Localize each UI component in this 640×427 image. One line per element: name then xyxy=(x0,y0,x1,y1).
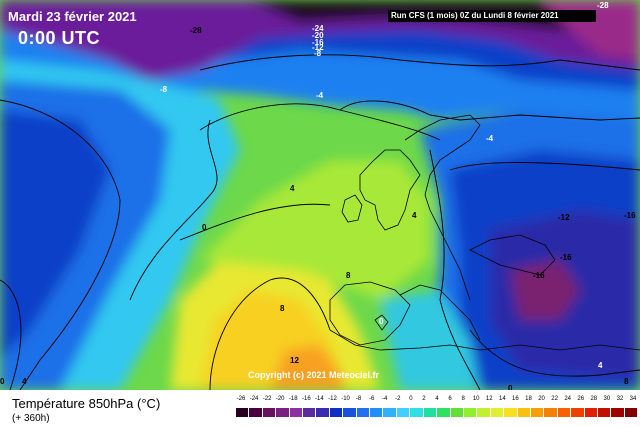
color-scale-tick-label: -20 xyxy=(275,396,285,402)
color-scale-tick-label: -10 xyxy=(341,396,350,402)
color-scale-swatch xyxy=(383,408,397,417)
color-scale-swatch xyxy=(477,408,491,417)
color-scale-bar xyxy=(236,408,639,417)
color-scale-swatch xyxy=(571,408,585,417)
color-scale-tick-label: 0 xyxy=(409,396,413,402)
contour-label: -12 xyxy=(558,213,570,222)
forecast-time: 0:00 UTC xyxy=(18,28,101,48)
color-scale-swatch xyxy=(544,408,558,417)
color-scale-swatch xyxy=(611,408,625,417)
color-scale-tick-label: 20 xyxy=(538,396,545,402)
contour-label: -28 xyxy=(190,26,202,35)
contour-label: 0 xyxy=(508,384,513,391)
color-scale-swatch xyxy=(396,408,411,417)
color-scale-swatch xyxy=(289,408,304,417)
contour-label: -4 xyxy=(486,134,494,143)
contour-label: 4 xyxy=(22,377,27,386)
color-scale-tick-label: -26 xyxy=(236,396,246,402)
color-scale-tick-label: 32 xyxy=(616,396,624,402)
color-scale-tick-label: 12 xyxy=(485,396,493,402)
color-scale-tick-label: 30 xyxy=(603,396,611,402)
color-scale-swatch xyxy=(624,408,639,417)
color-scale-tick-label: -24 xyxy=(249,396,259,402)
color-scale-tick-label: -22 xyxy=(262,396,272,402)
color-scale-tick-label: 28 xyxy=(590,396,598,402)
color-scale-swatch xyxy=(316,408,330,417)
color-scale-tick-label: -12 xyxy=(328,396,337,402)
contour-label: 4 xyxy=(412,211,417,220)
color-scale-swatch xyxy=(410,408,424,417)
color-scale-tick-label: 26 xyxy=(577,396,585,402)
color-scale-swatch xyxy=(504,408,518,417)
color-scale-swatch xyxy=(236,408,250,417)
contour-label: -8 xyxy=(160,85,168,94)
model-run-info: Run CFS (1 mois) 0Z du Lundi 8 février 2… xyxy=(388,10,596,22)
color-scale-swatch xyxy=(597,408,612,417)
color-scale-swatch xyxy=(276,408,290,417)
color-scale-swatch xyxy=(437,408,451,417)
color-scale-tick-label: 4 xyxy=(435,396,439,402)
temperature-field xyxy=(0,0,640,390)
color-scale-swatch xyxy=(356,408,371,417)
color-scale-tick-label: 16 xyxy=(512,396,519,402)
color-scale-swatch xyxy=(423,408,438,417)
color-scale-swatch xyxy=(343,408,357,417)
contour-label: 4 xyxy=(290,184,295,193)
color-scale-legend: -26 -24 -22 -20 -18 -16 -14 -12 -10 -8 -6 -4 -2 0 2 4 6 8… xyxy=(236,396,639,424)
color-scale-swatch xyxy=(463,408,478,417)
contour-label: -16 xyxy=(312,38,324,47)
color-scale-tick-label: 8 xyxy=(461,396,465,402)
contour-label: 0 xyxy=(202,223,207,232)
color-scale-swatch xyxy=(584,408,598,417)
color-scale-tick-label: 22 xyxy=(551,396,558,402)
forecast-date: Mardi 23 février 2021 xyxy=(8,9,137,24)
contour-label: -16 xyxy=(624,211,636,220)
color-scale-swatch xyxy=(490,408,505,417)
copyright-notice: Copyright (c) 2021 Meteociel.fr xyxy=(248,370,380,380)
contour-label: -20 xyxy=(312,31,324,40)
color-scale-swatch xyxy=(262,408,277,417)
color-scale-tick-label: 14 xyxy=(498,396,506,402)
contour-label: -16 xyxy=(533,271,545,280)
color-scale-swatch xyxy=(557,408,572,417)
contour-label: 4 xyxy=(598,361,603,370)
variable-title: Température 850hPa (°C) xyxy=(12,396,161,411)
contour-label: 12 xyxy=(290,356,299,365)
color-scale-swatch xyxy=(303,408,317,417)
lead-time: (+ 360h) xyxy=(12,413,50,424)
color-scale-tick-label: -14 xyxy=(315,396,324,402)
color-scale-swatch xyxy=(370,408,384,417)
contour-label: 0 xyxy=(379,317,384,326)
color-scale-tick-label: 10 xyxy=(472,396,480,402)
color-scale-ticks: -26 -24 -22 -20 -18 -16 -14 -12 -10 -8 -6 -4 -2 0 2 4 6 8… xyxy=(236,396,638,406)
color-scale-tick-label: 6 xyxy=(448,396,452,402)
color-scale-tick-label: 34 xyxy=(629,396,637,402)
color-scale-tick-label: -2 xyxy=(395,396,401,402)
color-scale-swatch xyxy=(329,408,344,417)
color-scale-tick-label: -8 xyxy=(355,396,362,402)
color-scale-tick-label: 2 xyxy=(422,396,426,402)
color-scale-tick-label: -4 xyxy=(382,396,388,402)
contour-label: -16 xyxy=(560,253,572,262)
color-scale-tick-label: -16 xyxy=(301,396,311,402)
color-scale-tick-label: 24 xyxy=(564,396,571,402)
contour-label: 8 xyxy=(346,271,351,280)
contour-label: 8 xyxy=(280,304,285,313)
contour-label: -8 xyxy=(314,49,322,58)
color-scale-swatch xyxy=(450,408,464,417)
color-scale-tick-label: -18 xyxy=(288,396,298,402)
contour-label: -24 xyxy=(312,24,324,33)
contour-label: -28 xyxy=(597,1,609,10)
contour-label: 8 xyxy=(624,377,629,386)
temperature-map: -28 -24 -20 -16 -12 -8 -28 -8 -4 -4 4 0 … xyxy=(0,0,640,390)
contour-label: -12 xyxy=(312,43,324,52)
contour-label: 0 xyxy=(0,377,5,386)
color-scale-tick-label: -6 xyxy=(368,396,375,402)
color-scale-swatch xyxy=(249,408,263,417)
color-scale-swatch xyxy=(517,408,531,417)
contour-label: -4 xyxy=(316,91,324,100)
color-scale-tick-label: 18 xyxy=(525,396,532,402)
color-scale-swatch xyxy=(530,408,545,417)
